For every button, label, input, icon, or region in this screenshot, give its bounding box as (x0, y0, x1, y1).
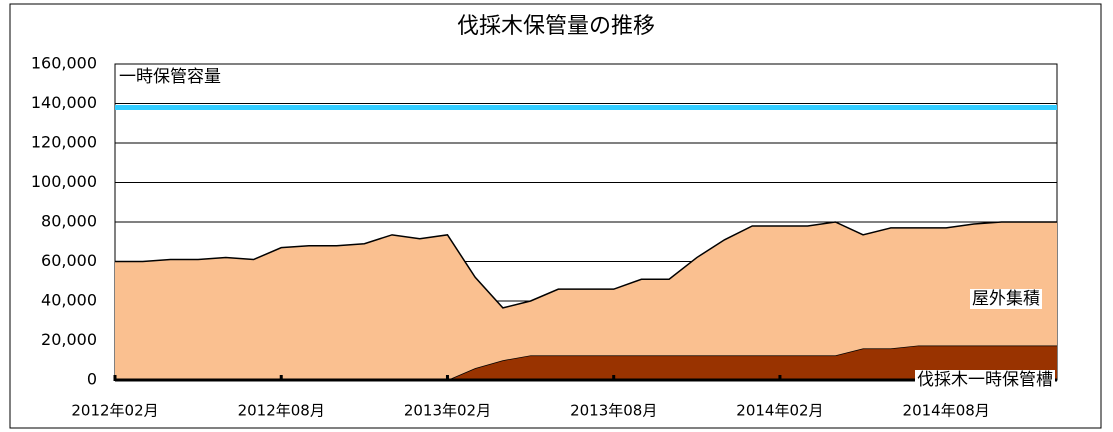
area-outline (115, 221, 1057, 309)
x-tick-label: 2014年02月 (736, 402, 823, 420)
series-label: 一時保管容量 (119, 67, 221, 87)
series-label: 伐採木一時保管槽 (917, 370, 1053, 390)
series-label-box (915, 370, 1055, 390)
x-tick-label: 2012年08月 (238, 402, 325, 420)
y-tick-label: 0 (87, 370, 97, 389)
y-tick-label: 100,000 (31, 172, 97, 191)
y-tick-label: 120,000 (31, 133, 97, 152)
x-tick-label: 2013年02月 (404, 402, 491, 420)
y-tick-label: 40,000 (41, 291, 97, 310)
x-tick-label: 2014年08月 (903, 402, 990, 420)
area (115, 222, 1057, 380)
y-tick-label: 60,000 (41, 251, 97, 270)
y-tick-label: 20,000 (41, 330, 97, 349)
series-label-box (117, 67, 223, 87)
series-label-box (970, 289, 1042, 309)
series-label: 屋外集積 (972, 289, 1040, 309)
x-tick-label: 2012年02月 (71, 402, 158, 420)
y-tick-label: 160,000 (31, 54, 97, 73)
y-tick-label: 140,000 (31, 93, 97, 112)
chart-title: 伐採木保管量の推移 (457, 14, 655, 39)
area (115, 345, 1057, 380)
y-tick-label: 80,000 (41, 212, 97, 231)
x-tick-label: 2013年08月 (570, 402, 657, 420)
